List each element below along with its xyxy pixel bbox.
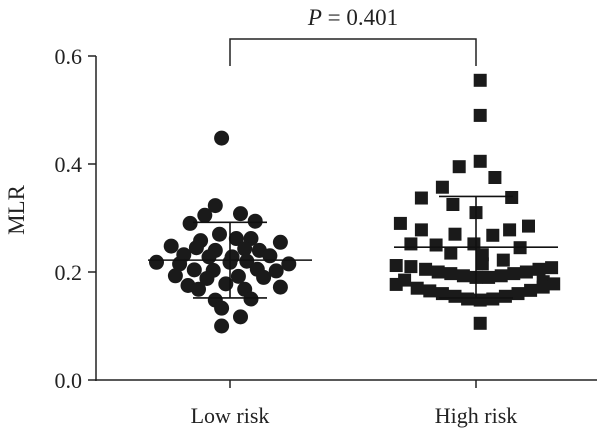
- data-point: [486, 292, 500, 306]
- data-point: [239, 253, 255, 269]
- data-point: [272, 279, 288, 295]
- data-point: [218, 276, 234, 292]
- data-point: [545, 261, 559, 275]
- data-point: [272, 234, 288, 250]
- data-point: [247, 213, 263, 229]
- data-point: [446, 198, 460, 211]
- data-point: [214, 300, 230, 316]
- data-point: [186, 262, 202, 278]
- x-tick-label: Low risk: [191, 403, 270, 428]
- y-tick-label: 0.0: [55, 368, 83, 393]
- data-point: [532, 262, 546, 276]
- data-point: [414, 191, 428, 205]
- data-point: [494, 269, 508, 283]
- data-point: [429, 238, 443, 252]
- y-axis-label: MLR: [4, 184, 29, 235]
- significance-bracket: [229, 38, 477, 66]
- data-point: [496, 253, 510, 267]
- data-point: [163, 238, 179, 254]
- data-point: [188, 240, 204, 256]
- data-point: [199, 270, 215, 286]
- data-point: [482, 270, 496, 284]
- data-point: [473, 73, 487, 87]
- data-point: [522, 219, 535, 233]
- data-point: [503, 223, 517, 237]
- significance-annotation: P = 0.401: [229, 5, 477, 66]
- data-point: [431, 265, 445, 279]
- data-point: [214, 130, 230, 146]
- data-point: [435, 180, 449, 194]
- data-point: [536, 280, 550, 294]
- data-point: [197, 207, 213, 223]
- data-point: [473, 154, 487, 168]
- data-point: [419, 262, 433, 276]
- data-point: [214, 318, 230, 334]
- data-point: [149, 254, 164, 270]
- data-point: [547, 277, 561, 291]
- data-point: [414, 223, 428, 237]
- data-point: [268, 263, 284, 279]
- y-tick-label: 0.6: [55, 44, 83, 69]
- y-tick-label: 0.4: [55, 152, 83, 177]
- data-point: [505, 190, 519, 204]
- data-point: [473, 293, 487, 307]
- data-point: [404, 237, 418, 251]
- data-marks: [149, 73, 561, 334]
- data-point: [389, 277, 403, 291]
- data-point: [511, 287, 525, 301]
- data-point: [201, 249, 217, 265]
- data-point: [452, 160, 466, 174]
- data-point: [410, 281, 424, 295]
- data-point: [507, 267, 521, 281]
- data-point: [423, 284, 437, 298]
- data-point: [212, 226, 227, 242]
- data-point: [448, 227, 462, 241]
- data-point: [461, 292, 475, 306]
- data-point: [262, 248, 278, 264]
- y-tick-label: 0.2: [55, 260, 83, 285]
- data-point: [207, 198, 223, 214]
- mean-sd-bars: [148, 195, 558, 299]
- data-point: [524, 283, 538, 297]
- data-point: [435, 287, 449, 301]
- data-point: [488, 171, 502, 184]
- data-point: [448, 289, 462, 303]
- data-point: [233, 309, 248, 325]
- data-point: [230, 268, 246, 284]
- data-point: [404, 260, 418, 274]
- data-point: [281, 256, 297, 272]
- data-point: [243, 291, 259, 307]
- data-point: [167, 268, 183, 284]
- data-point: [228, 231, 244, 247]
- data-point: [486, 228, 500, 242]
- data-point: [233, 206, 248, 222]
- data-point: [389, 259, 403, 273]
- x-tick-label: High risk: [435, 403, 518, 428]
- data-point: [444, 246, 458, 260]
- data-point: [498, 289, 512, 303]
- data-point: [473, 316, 487, 330]
- data-point: [393, 216, 407, 230]
- p-value-label: P = 0.401: [307, 5, 398, 30]
- axes: 0.0 0.2 0.4 0.6 Low risk High risk MLR: [4, 44, 597, 428]
- data-point: [475, 257, 489, 271]
- data-point: [182, 215, 198, 231]
- data-point: [444, 267, 458, 281]
- data-point: [237, 241, 253, 257]
- data-point: [519, 265, 533, 279]
- data-point: [456, 269, 470, 283]
- data-point: [256, 269, 272, 285]
- data-point: [473, 108, 487, 122]
- data-point: [191, 281, 206, 297]
